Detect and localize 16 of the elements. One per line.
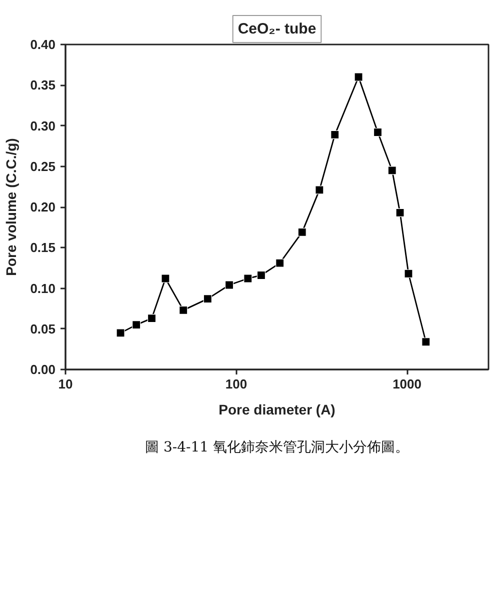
x-tick-label: 100 (225, 376, 248, 392)
y-tick-label: 0.10 (30, 280, 56, 296)
y-tick-label: 0.30 (30, 118, 56, 134)
y-tick-label: 0.15 (30, 240, 56, 256)
y-tick-label: 0.05 (30, 321, 56, 336)
y-tick-label: 0.00 (30, 362, 56, 377)
y-axis-title: Pore volume (C.C./g) (3, 138, 20, 276)
x-axis-title: Pore diameter (A) (218, 402, 336, 418)
x-tick-label: 10 (58, 376, 73, 392)
y-tick-label: 0.25 (30, 158, 56, 174)
y-tick-label: 0.40 (30, 37, 56, 52)
y-tick-label: 0.35 (30, 78, 56, 93)
x-tick-label: 1000 (392, 376, 422, 392)
caption: 圖 3-4-11 氧化鈰奈米管孔洞大小分佈圖。 (145, 440, 410, 456)
chart-title: CeO₂- tube (238, 20, 316, 38)
y-tick-label: 0.20 (30, 200, 56, 214)
